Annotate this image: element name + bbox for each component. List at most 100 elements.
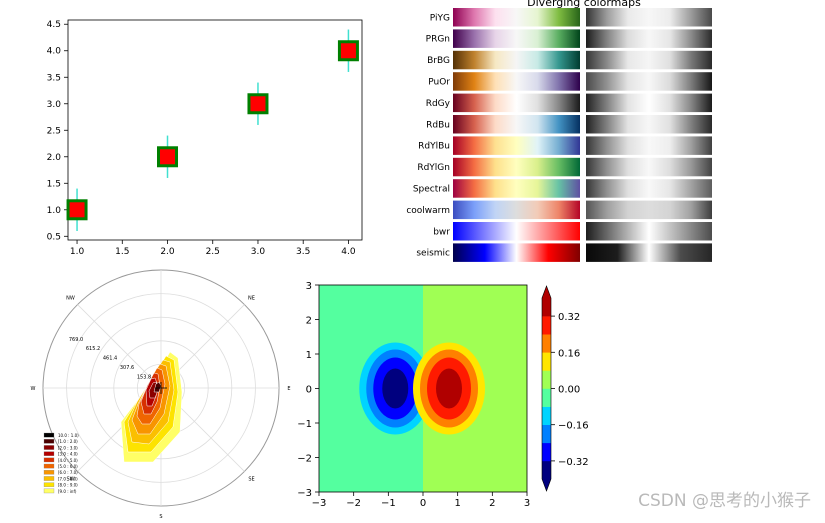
colormap-gray-bar [586, 50, 712, 70]
y-tick-label: 2 [306, 316, 312, 327]
contour-chart: −3 −2 −1 0 1 2 3 −3 −2 −1 0 1 2 3 −0.32 −0.16 0.00 0.16 0.… [297, 281, 589, 509]
direction-label: NW [66, 296, 75, 302]
x-tick-label: 2 [489, 498, 495, 509]
colorbar-segment [542, 298, 551, 317]
colormap-label: seismic [416, 249, 450, 259]
watermark: CSDN @思考的小猴子 [638, 491, 811, 511]
colormap-bar [453, 29, 580, 48]
y-tick-label: 3 [306, 281, 312, 292]
y-tick-label: 0 [306, 385, 312, 396]
legend-label: 10.0 : 1.0) [58, 433, 79, 438]
x-tick-label: 0 [420, 498, 426, 509]
colormap-bar [453, 72, 580, 91]
x-tick-label: 3.5 [296, 247, 310, 257]
colormap-label: RdYlGn [417, 163, 450, 173]
direction-label: N [159, 262, 163, 264]
colormap-bar [453, 93, 580, 113]
y-tick-label: 1.5 [47, 179, 61, 189]
y-tick-label: 2.5 [47, 126, 61, 136]
colormap-bar [453, 243, 580, 262]
colorbar-tick-label: −0.16 [558, 421, 589, 432]
colormap-bar [453, 222, 580, 241]
colormap-bar [453, 50, 580, 70]
colorbar-segment [542, 370, 551, 389]
x-tick-label: 4.0 [341, 247, 356, 257]
y-tick-label: −2 [297, 454, 312, 465]
y-tick-label: 4.5 [47, 20, 61, 30]
data-point [247, 93, 269, 115]
direction-label: SW [66, 476, 74, 482]
colormap-gray-bar [586, 115, 712, 134]
contour-panel: −3 −2 −1 0 1 2 3 −3 −2 −1 0 1 2 3 −0.32 −0.16 0.00 0.16 0.… [290, 276, 600, 519]
legend-swatch [43, 463, 55, 469]
colormap-bar [453, 200, 580, 220]
y-tick-label: 3.0 [47, 100, 62, 110]
radial-tick-label: 615.2 [86, 346, 100, 352]
direction-label: E [287, 386, 290, 392]
colorbar-segment [542, 316, 551, 335]
x-tick-label: 1.0 [70, 247, 85, 257]
y-tick-label: 0.5 [47, 232, 61, 242]
colorbar-extend-top [542, 286, 551, 298]
colormap-label: bwr [433, 227, 450, 237]
legend-label: [9.0 : inf) [58, 489, 77, 494]
data-point [66, 199, 88, 221]
y-tick-label: 4.0 [47, 47, 62, 57]
y-tick-label: 2.0 [47, 153, 62, 163]
colormap-bar [453, 179, 580, 198]
colormap-gray-bar [586, 8, 712, 27]
colormap-label: RdYlBu [418, 142, 450, 152]
colormap-gray-bar [586, 93, 712, 113]
direction-label: SE [248, 476, 254, 482]
colorbar-segment [542, 388, 551, 407]
colorbar-extend-bottom [542, 479, 551, 491]
legend-swatch [43, 476, 55, 481]
colormap-gray-bar [586, 29, 712, 48]
colormap-bar [453, 115, 580, 134]
x-tick-label: 1 [454, 498, 460, 509]
legend-label: [4.0 : 5.0) [58, 458, 78, 463]
legend-label: [5.0 : 6.0) [58, 464, 78, 469]
colormap-label: RdBu [426, 120, 450, 130]
radial-tick-label: 461.4 [103, 356, 117, 362]
colorbar-segment [542, 460, 551, 480]
legend-label: [3.0 : 4.0) [58, 452, 78, 457]
x-tick-label: 2.5 [206, 247, 220, 257]
y-tick-label: 3.5 [47, 73, 61, 83]
errorbar-chart-panel: 1.0 1.5 2.0 2.5 3.0 3.5 4.0 0.5 1.0 1.5 2.0 2.5 3.0 3… [0, 0, 380, 265]
colorbar-segment [542, 406, 551, 425]
direction-label: S [159, 514, 162, 519]
legend-swatch [43, 482, 55, 487]
direction-label: W [31, 386, 36, 392]
colormap-gray-bar [586, 200, 712, 220]
colorbar-segment [542, 442, 551, 462]
legend-label: [8.0 : 9.0) [58, 483, 78, 488]
colormaps-title: Diverging colormaps [527, 0, 641, 9]
x-tick-label: −3 [312, 498, 327, 509]
x-tick-label: 3.0 [251, 247, 266, 257]
x-tick-label: 2.0 [160, 247, 175, 257]
data-point [337, 40, 359, 62]
colormap-label: coolwarm [406, 206, 450, 216]
legend-label: [2.0 : 3.0) [58, 445, 78, 450]
contour-level-positive [436, 368, 462, 409]
colorbar-segment [542, 424, 551, 444]
windrose-petal [153, 381, 162, 393]
data-point [157, 146, 179, 168]
legend-label: [6.0 : 7.0) [58, 470, 78, 475]
contour-level-negative [382, 368, 409, 409]
x-tick-label: −1 [381, 498, 396, 509]
x-tick-label: 1.5 [115, 247, 129, 257]
errorbar-chart: 1.0 1.5 2.0 2.5 3.0 3.5 4.0 0.5 1.0 1.5 2.0 2.5 3.0 3… [47, 19, 363, 257]
diverging-colormaps-chart: Diverging colormaps PiYG PRGn BrBG PuOr RdGy R… [406, 0, 712, 262]
y-tick-label: 1.0 [47, 206, 62, 216]
legend-swatch [43, 451, 55, 456]
colormap-label: PiYG [430, 13, 450, 23]
legend-label: [7.0 : 8.0) [58, 476, 78, 481]
radial-tick-label: 307.6 [120, 365, 134, 371]
legend-swatch [43, 439, 55, 444]
legend-swatch [43, 488, 55, 494]
colormap-gray-bar [586, 243, 712, 262]
